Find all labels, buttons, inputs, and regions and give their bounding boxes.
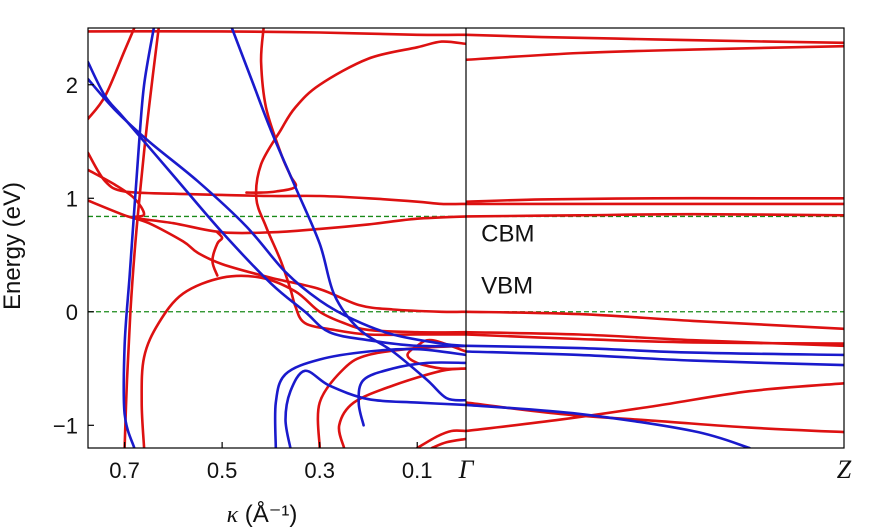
band-curve-left-red-5: [254, 40, 466, 337]
x-tick-label: 0.7: [109, 458, 140, 483]
x-tick-label: 0.5: [207, 458, 238, 483]
band-curve-left-red-12: [406, 338, 466, 371]
band-curve-right-blue-30: [466, 344, 844, 357]
y-tick-label: 2: [66, 73, 78, 98]
band-curve-left-blue-16: [122, 28, 156, 448]
band-curve-left-red-4: [88, 30, 466, 37]
band-curve-left-red-0: [88, 28, 136, 121]
band-curve-right-red-22: [466, 33, 844, 45]
band-curve-left-red-7: [88, 199, 466, 314]
band-curve-left-red-14: [430, 437, 466, 448]
x-tick-label-symmetry-point: Z: [837, 455, 852, 484]
band-curve-left-red-13: [415, 429, 466, 448]
band-curve-left-blue-17: [88, 77, 466, 348]
band-curve-left-red-2: [88, 151, 466, 206]
y-tick-label: −1: [53, 413, 78, 438]
x-tick-label: 0.3: [304, 458, 335, 483]
band-curve-left-red-3: [88, 168, 466, 235]
band-curve-right-red-23: [466, 44, 844, 62]
band-curve-left-blue-15: [88, 60, 466, 348]
band-curve-left-red-1: [123, 28, 160, 448]
band-curve-left-red-8: [140, 274, 466, 448]
band-curve-left-blue-19: [284, 369, 466, 448]
band-curve-right-blue-31: [466, 350, 844, 367]
band-curve-left-blue-18: [230, 28, 466, 402]
axes-frame: [87, 27, 845, 449]
band-curve-right-red-27: [466, 310, 844, 331]
x-axis-title: κ (Å⁻¹): [227, 500, 298, 528]
band-curve-left-blue-21: [357, 361, 466, 427]
x-tick-label-symmetry-point: Γ: [458, 455, 475, 484]
band-curve-right-red-33: [466, 382, 844, 433]
band-curve-left-red-6: [245, 28, 298, 194]
band-curve-right-blue-34: [466, 403, 751, 448]
ticks: [88, 84, 418, 448]
y-axis-title: Energy (eV): [0, 182, 26, 310]
annotations: CBM VBM: [481, 220, 534, 299]
band-curve-left-red-11: [337, 367, 466, 448]
band-curve-right-red-24: [466, 196, 844, 203]
x-tick-label: 0.1: [402, 458, 433, 483]
y-tick-label: 0: [66, 300, 78, 325]
cbm-annotation: CBM: [481, 220, 534, 247]
tick-labels: 2 1 0 −1 0.7 0.5 0.3 0.1 Γ Z: [53, 73, 852, 484]
band-curve-left-red-10: [316, 344, 466, 448]
left-panel-series: [88, 28, 466, 448]
band-curve-left-red-9: [211, 231, 224, 277]
y-tick-label: 1: [66, 186, 78, 211]
vbm-annotation: VBM: [481, 273, 533, 300]
right-panel-series: [466, 33, 844, 448]
band-curve-right-red-26: [466, 212, 844, 218]
band-curve-left-blue-20: [273, 347, 466, 448]
band-curve-right-red-29: [466, 333, 844, 345]
